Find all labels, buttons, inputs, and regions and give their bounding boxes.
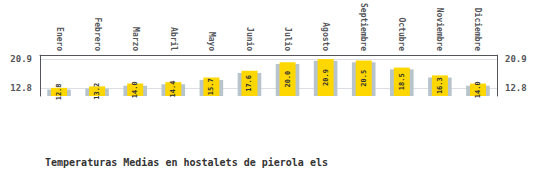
svg-text:20.0: 20.0 (284, 71, 292, 88)
svg-text:14.4: 14.4 (169, 81, 177, 98)
svg-text:Septiembre: Septiembre (359, 3, 369, 51)
svg-text:16.3: 16.3 (436, 77, 444, 94)
svg-text:13.2: 13.2 (93, 83, 101, 100)
svg-text:20.9: 20.9 (10, 54, 32, 64)
svg-text:Mayo: Mayo (207, 32, 216, 51)
svg-text:Junio: Junio (245, 27, 255, 51)
svg-text:12.8: 12.8 (10, 83, 32, 93)
svg-text:20.5: 20.5 (360, 70, 368, 87)
svg-text:17.6: 17.6 (245, 75, 253, 92)
svg-text:Temperaturas Medias en hostale: Temperaturas Medias en hostalets de pier… (45, 157, 328, 168)
svg-text:Julio: Julio (283, 27, 293, 51)
svg-text:Marzo: Marzo (131, 27, 140, 51)
svg-text:20.9: 20.9 (505, 54, 527, 64)
svg-text:Enero: Enero (55, 27, 64, 51)
svg-text:14.0: 14.0 (131, 81, 139, 98)
svg-text:Febrero: Febrero (93, 17, 102, 51)
svg-text:Octubre: Octubre (397, 17, 406, 51)
svg-text:Abril: Abril (169, 27, 179, 51)
svg-text:18.5: 18.5 (398, 73, 406, 90)
svg-text:12.8: 12.8 (55, 83, 63, 100)
svg-text:Diciembre: Diciembre (473, 8, 483, 52)
svg-text:15.7: 15.7 (207, 78, 215, 95)
svg-text:14.0: 14.0 (474, 81, 482, 98)
svg-text:Agosto: Agosto (321, 22, 330, 51)
svg-text:20.9: 20.9 (322, 69, 330, 86)
svg-text:12.8: 12.8 (505, 83, 527, 93)
svg-text:Noviembre: Noviembre (435, 8, 445, 52)
